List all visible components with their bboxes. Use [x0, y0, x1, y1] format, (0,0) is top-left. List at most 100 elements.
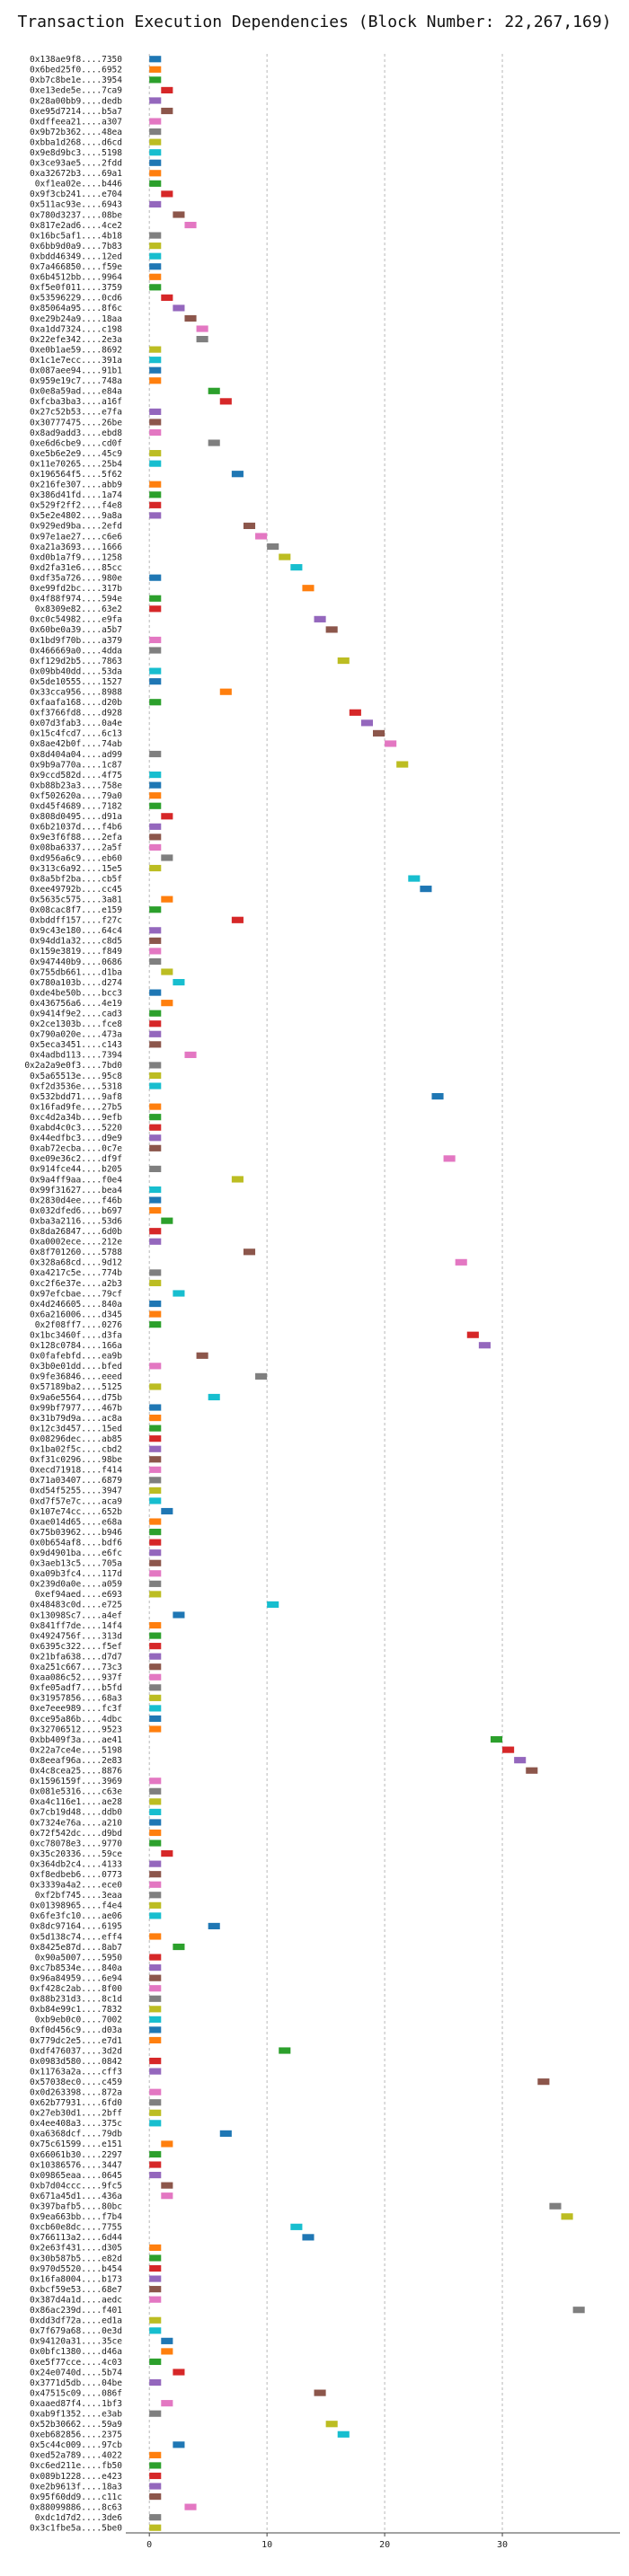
transaction-bar [149, 1363, 162, 1370]
transaction-bar [149, 2172, 162, 2179]
transaction-label: 0x6bed25f0....6952 [30, 66, 122, 75]
transaction-label: 0xae014d65....e68a [30, 1517, 122, 1527]
transaction-bar [149, 232, 162, 239]
transaction-label: 0xa4c116e1....ae28 [30, 1797, 122, 1807]
transaction-bar [443, 1155, 456, 1162]
transaction-bar [149, 1124, 162, 1131]
transaction-label: 0x779dc2e5....e7d1 [30, 2036, 122, 2046]
transaction-bar [149, 1186, 162, 1194]
x-tick-label: 30 [497, 2540, 508, 2550]
transaction-bar [149, 1892, 162, 1899]
transaction-bar [149, 1414, 162, 1422]
transaction-bar [149, 781, 162, 789]
transaction-label: 0x239d0a0e....a059 [30, 1580, 122, 1590]
transaction-label: 0x09865eaa....0645 [30, 2171, 122, 2181]
transaction-bar [373, 729, 385, 737]
transaction-bar [149, 243, 162, 250]
transaction-label: 0x0d263398....872a [30, 2088, 122, 2098]
transaction-label: 0x2f08ff7....0276 [35, 1320, 123, 1330]
transaction-bar [149, 263, 162, 270]
transaction-label: 0x3aeb13c5....705a [30, 1559, 122, 1569]
transaction-label: 0xeb682856....2375 [30, 2430, 122, 2440]
transaction-label: 0x27eb30d1....2bff [30, 2109, 122, 2119]
transaction-label: 0x780d3237....08be [30, 210, 122, 220]
transaction-bar [420, 886, 432, 893]
transaction-label: 0x9c43e180....64c4 [30, 926, 122, 936]
transaction-bar [149, 2358, 162, 2366]
transaction-bar [537, 2078, 550, 2086]
transaction-label: 0xc0c54982....e9fa [30, 615, 122, 625]
transaction-label: 0x10386576....3447 [30, 2160, 122, 2170]
transaction-label: 0x081e5316....c63e [30, 1787, 122, 1797]
transaction-label: 0xd956a6c9....eb60 [30, 853, 122, 863]
transaction-bar [514, 1757, 527, 1764]
transaction-label: 0x8309e82....63e2 [35, 604, 122, 614]
transaction-label: 0xd0b1a7f9....1258 [30, 552, 122, 562]
transaction-bar [161, 968, 173, 975]
transaction-label: 0x11e70265....25b4 [30, 459, 122, 469]
transaction-label: 0x7f679a68....0e3d [30, 2326, 122, 2336]
transaction-bar [243, 1248, 256, 1256]
transaction-label: 0xb9eb0c0....7002 [35, 2016, 122, 2025]
transaction-label: 0x97e1ae27....c6e6 [30, 532, 122, 542]
transaction-bar [290, 2223, 303, 2230]
transaction-bar [302, 2234, 314, 2241]
transaction-label: 0xaa086c52....937f [30, 1673, 122, 1683]
transaction-bar [208, 1922, 220, 1930]
transaction-bar [173, 211, 185, 218]
transaction-bar [149, 1871, 162, 1878]
transaction-label: 0xc7b8534e....840a [30, 1963, 122, 1973]
transaction-bar [149, 2316, 162, 2324]
transaction-bar [149, 1559, 162, 1566]
transaction-label: 0x9d4901ba....e6fc [30, 1548, 122, 1558]
transaction-bar [149, 1062, 162, 1069]
transaction-label: 0xf5e0f011....3759 [30, 283, 122, 293]
transaction-bar [267, 543, 279, 551]
transaction-bar [149, 1933, 162, 1940]
transaction-label: 0x66061b30....2297 [30, 2150, 122, 2160]
transaction-label: 0xdffeea21....a307 [30, 117, 122, 127]
transaction-bar [149, 1694, 162, 1701]
transaction-bar [149, 2006, 162, 2013]
transaction-bar [149, 1684, 162, 1691]
transaction-bar [149, 1144, 162, 1151]
transaction-bar [149, 1725, 162, 1733]
transaction-bar [161, 813, 173, 820]
transaction-bar [161, 2348, 173, 2355]
transaction-label: 0x9f3cb241....e704 [30, 190, 122, 199]
transaction-bar [149, 1497, 162, 1504]
transaction-label: 0xab9f1352....e3ab [30, 2409, 122, 2419]
transaction-label: 0x90a5007....5950 [35, 1953, 123, 1963]
transaction-label: 0xe6d6cbe9....cd0f [30, 438, 122, 448]
transaction-bar [149, 1134, 162, 1142]
transaction-bar [149, 2472, 162, 2480]
transaction-label: 0xaaed87f4....1bf3 [30, 2399, 122, 2409]
transaction-label: 0x196564f5....5f62 [30, 470, 122, 480]
transaction-bar [149, 491, 162, 498]
transaction-bar [208, 1393, 220, 1401]
transaction-bar [149, 750, 162, 758]
transaction-bar [149, 1663, 162, 1671]
transaction-bar [161, 2192, 173, 2200]
transaction-label: 0x60be0a39....a5b7 [30, 625, 122, 635]
transaction-bar [149, 66, 162, 73]
transaction-label: 0x1bc3460f....d3fa [30, 1330, 122, 1340]
transaction-label: 0x99bf7977....467b [30, 1403, 122, 1413]
transaction-bar [149, 1860, 162, 1867]
transaction-bar [149, 1030, 162, 1037]
transaction-bar [149, 170, 162, 177]
transaction-label: 0x31b79d9a....ac8a [30, 1414, 122, 1424]
transaction-label: 0x5635c575....3a81 [30, 895, 122, 904]
transaction-label: 0x8ad9add3....ebd8 [30, 428, 122, 438]
transaction-label: 0x28a00bb9....dedb [30, 96, 122, 106]
transaction-bar [173, 1290, 185, 1297]
transaction-label: 0x99f31627....bea4 [30, 1186, 122, 1195]
transaction-bar [149, 1539, 162, 1546]
transaction-bar [149, 1808, 162, 1815]
transaction-bar [149, 1819, 162, 1826]
transaction-label: 0x21bfa638....d7d7 [30, 1652, 122, 1662]
transaction-bar [149, 1072, 162, 1080]
transaction-bar [149, 1518, 162, 1525]
transaction-bar [149, 377, 162, 384]
transaction-label: 0xee49792b....cc45 [30, 885, 122, 895]
